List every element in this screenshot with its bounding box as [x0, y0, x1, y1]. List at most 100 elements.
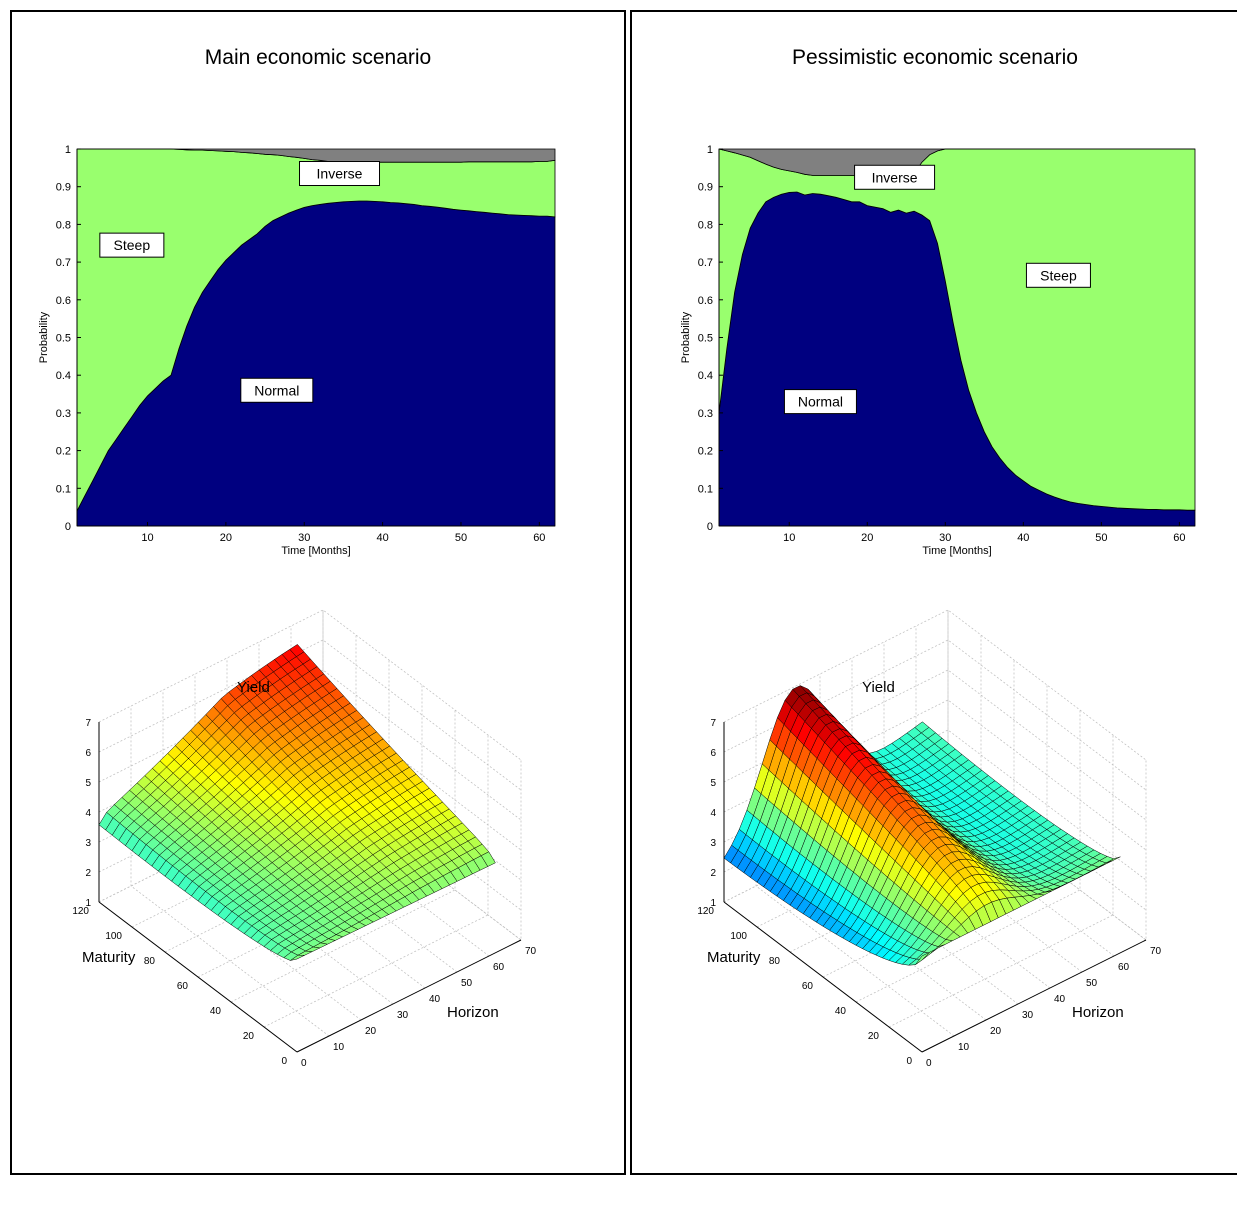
- z-tick-label: 5: [85, 778, 91, 789]
- x-tick-label: 50: [1095, 532, 1107, 544]
- maturity-tick-label: 20: [868, 1031, 880, 1042]
- horizon-tick-label: 0: [926, 1058, 932, 1069]
- x-axis-label: Time [Months]: [281, 545, 350, 557]
- panel-title: Pessimistic economic scenario: [792, 46, 1078, 69]
- y-tick-label: 0.7: [698, 257, 713, 269]
- maturity-tick-label: 60: [802, 981, 814, 992]
- z-tick-label: 6: [85, 748, 91, 759]
- annotation-normal: Normal: [798, 394, 843, 410]
- z-tick-label: 3: [85, 838, 91, 849]
- y-tick-label: 0.3: [56, 408, 71, 420]
- annotation-steep: Steep: [114, 237, 151, 253]
- annotation-box: [299, 161, 381, 187]
- y-tick-label: 0.9: [698, 182, 713, 194]
- grid-line: [98, 789, 522, 941]
- horizon-axis-label: Horizon: [1072, 1004, 1124, 1021]
- horizon-tick-label: 50: [461, 978, 473, 989]
- maturity-axis-label: Maturity: [707, 949, 761, 966]
- maturity-tick-label: 40: [835, 1006, 847, 1017]
- annotation-steep: Steep: [1040, 267, 1077, 283]
- grid-line: [130, 706, 330, 1037]
- maturity-tick-label: 80: [144, 956, 156, 967]
- y-tick-label: 0.6: [56, 295, 71, 307]
- horizon-tick-label: 20: [990, 1026, 1002, 1037]
- y-tick-label: 0.8: [698, 219, 713, 231]
- maturity-tick-label: 100: [105, 931, 122, 942]
- z-tick-label: 7: [710, 718, 716, 729]
- pessimistic-scenario-panel: Pessimistic economic scenario 0 0.1 0.2 0.3…: [630, 10, 1237, 1175]
- z-tick-label: 1: [85, 898, 91, 909]
- surface-patch: [480, 851, 496, 867]
- horizon-tick-label: 60: [493, 962, 505, 973]
- x-tick-label: 20: [220, 532, 232, 544]
- z-tick-label: 5: [710, 778, 716, 789]
- horizon-tick-label: 0: [301, 1058, 307, 1069]
- annotation-box: [99, 232, 165, 258]
- horizon-axis-line: [296, 939, 522, 1053]
- horizon-tick-label: 40: [429, 994, 441, 1005]
- y-tick-label: 0.2: [56, 446, 71, 458]
- annotation-box: [854, 164, 936, 190]
- z-tick-label: 4: [710, 808, 716, 819]
- grid-line: [723, 669, 1147, 821]
- z-tick-label: 2: [85, 868, 91, 879]
- z-axis-label: Yield: [862, 679, 895, 696]
- y-tick-label: 0.7: [56, 257, 71, 269]
- x-tick-label: 50: [455, 532, 467, 544]
- yield-surface-chart: 1 2 3 4 5 6 7 120 100 80 60 40 20 0 0 10 20 30 40 50 60 70 Yie…: [697, 609, 1162, 1069]
- z-tick-label: 6: [710, 748, 716, 759]
- x-tick-label: 30: [939, 532, 951, 544]
- yield-surface: [98, 644, 496, 961]
- maturity-tick-label: 100: [730, 931, 747, 942]
- x-tick-label: 10: [141, 532, 153, 544]
- surface-patch: [1106, 856, 1121, 864]
- horizon-tick-label: 60: [1118, 962, 1130, 973]
- x-tick-label: 60: [1173, 532, 1185, 544]
- maturity-tick-label: 80: [769, 956, 781, 967]
- grid-line: [723, 789, 1147, 941]
- horizon-tick-label: 10: [333, 1042, 345, 1053]
- maturity-tick-label: 60: [177, 981, 189, 992]
- y-axis-label: Probability: [38, 311, 50, 363]
- y-tick-label: 0: [65, 521, 71, 533]
- maturity-tick-label: 20: [243, 1031, 255, 1042]
- annotation-normal: Normal: [254, 382, 299, 398]
- annotation-inverse: Inverse: [872, 169, 918, 185]
- maturity-axis-line: [723, 901, 923, 1053]
- y-tick-label: 0.5: [56, 333, 71, 345]
- horizon-tick-label: 30: [1022, 1010, 1034, 1021]
- z-axis-label: Yield: [237, 679, 270, 696]
- horizon-axis-line: [921, 939, 1147, 1053]
- horizon-tick-label: 50: [1086, 978, 1098, 989]
- y-tick-label: 0: [707, 521, 713, 533]
- y-tick-label: 0.6: [698, 295, 713, 307]
- yield-surface: [723, 685, 1121, 966]
- x-tick-label: 20: [861, 532, 873, 544]
- yield-surface-chart: 1 2 3 4 5 6 7 120 100 80 60 40 20 0 0 10 20 30 40 50 60 70 Yie…: [72, 609, 537, 1069]
- x-tick-label: 30: [298, 532, 310, 544]
- y-tick-label: 0.8: [56, 219, 71, 231]
- maturity-tick-label: 120: [72, 906, 89, 917]
- horizon-tick-label: 40: [1054, 994, 1066, 1005]
- horizon-tick-label: 70: [1150, 946, 1162, 957]
- z-tick-label: 4: [85, 808, 91, 819]
- y-tick-label: 0.1: [698, 483, 713, 495]
- annotation-box: [783, 389, 857, 415]
- y-axis-label: Probability: [680, 311, 692, 363]
- grid-line: [723, 609, 1147, 761]
- horizon-axis-label: Horizon: [447, 1004, 499, 1021]
- grid-line: [98, 609, 522, 761]
- x-tick-label: 40: [376, 532, 388, 544]
- y-tick-label: 0.9: [56, 182, 71, 194]
- x-tick-label: 40: [1017, 532, 1029, 544]
- y-tick-label: 0.5: [698, 333, 713, 345]
- z-tick-label: 3: [710, 838, 716, 849]
- y-tick-label: 0.3: [698, 408, 713, 420]
- probability-area-chart: 0 0.1 0.2 0.3 0.4 0.5 0.6 0.7 0.8 0.9 1 10 20 30 40 50 6…: [680, 144, 1196, 557]
- y-tick-label: 0.2: [698, 446, 713, 458]
- y-tick-label: 0.4: [698, 370, 713, 382]
- z-tick-label: 7: [85, 718, 91, 729]
- area-series-inverse: [77, 148, 556, 163]
- panel-title: Main economic scenario: [204, 46, 432, 69]
- maturity-tick-label: 120: [697, 906, 714, 917]
